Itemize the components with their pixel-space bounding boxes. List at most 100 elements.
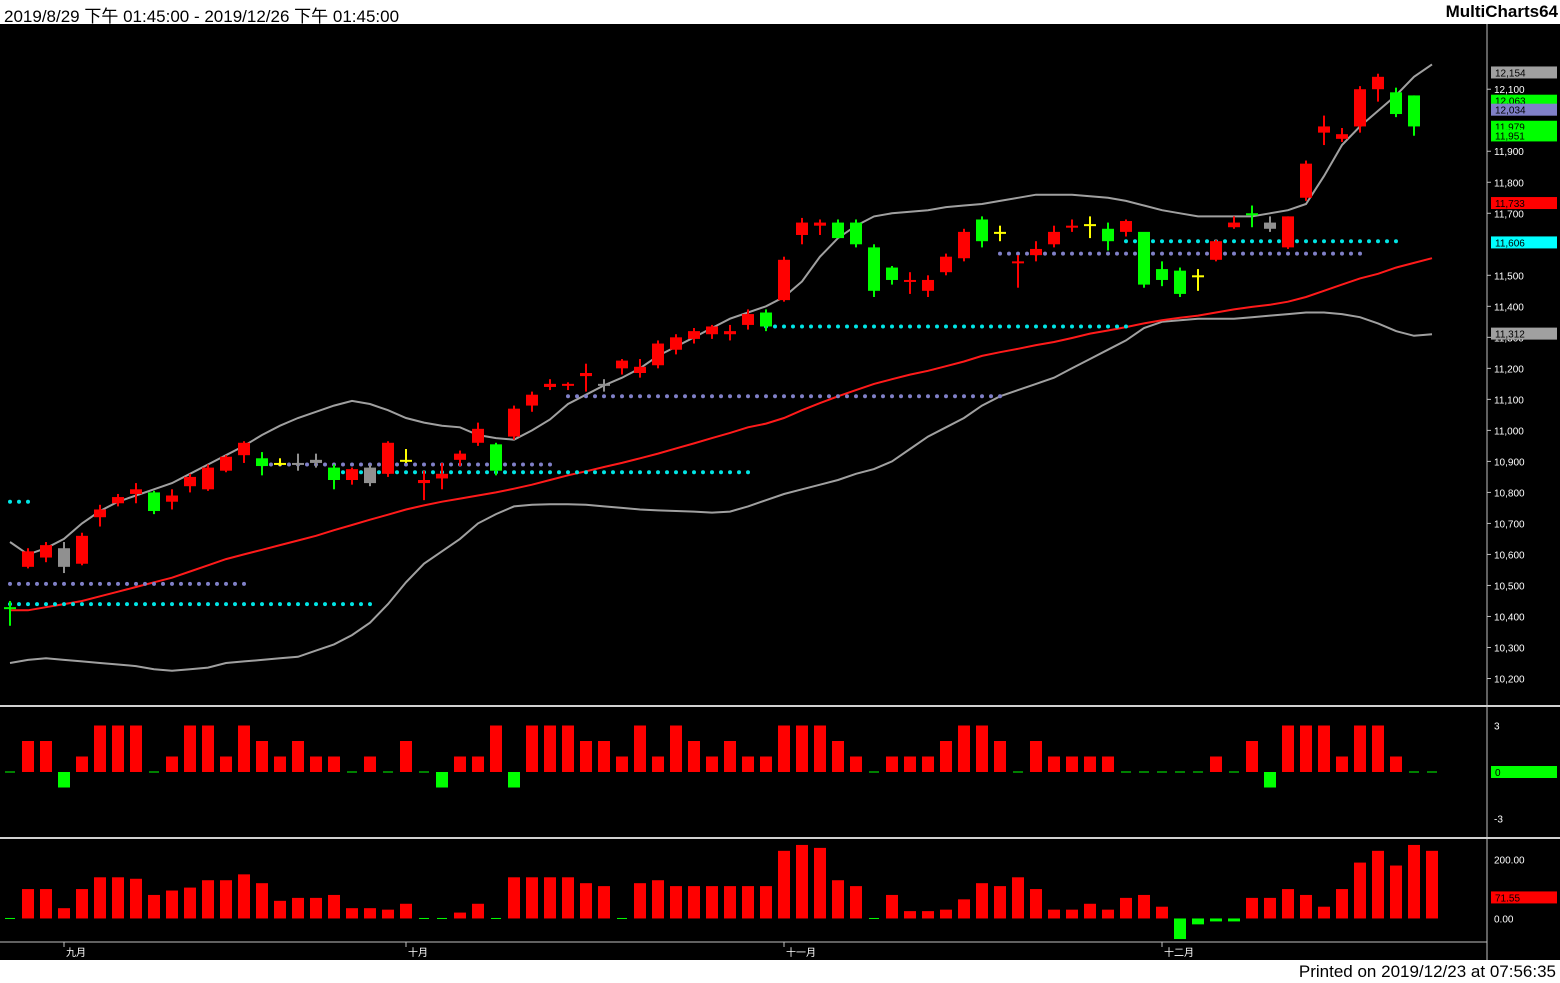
momentum-bar [148,894,160,919]
support-dot [773,394,777,399]
price-tick-label: 12,100 [1494,85,1525,96]
support-dot [179,581,183,586]
support-dot [1241,251,1245,256]
momentum-bar [688,886,700,919]
support-dot [1205,251,1209,256]
support-dot [8,499,12,504]
support-dot [962,394,966,399]
momentum-bar [1390,865,1402,919]
oscillator-tick-label: 3 [1494,722,1500,733]
support-dot [1160,251,1164,256]
momentum-bar [76,889,88,919]
support-dot [647,470,651,475]
support-dot [1133,239,1137,244]
support-dot [1268,239,1272,244]
momentum-bar [1174,918,1186,940]
support-dot [1025,251,1029,256]
support-dot [1124,251,1128,256]
support-dot [458,470,462,475]
support-dot [881,394,885,399]
support-dot [737,470,741,475]
support-dot [1061,251,1065,256]
candle-body [1030,248,1042,256]
oscillator-bar [472,756,484,772]
momentum-bar [1102,909,1114,919]
candle-body [400,459,412,462]
support-dot [1394,239,1398,244]
support-dot [1106,251,1110,256]
price-tick-label: 10,900 [1494,457,1525,468]
support-dot [566,470,570,475]
support-dot [665,470,669,475]
support-dot [746,470,750,475]
candle-body [598,383,610,386]
support-dot [1358,251,1362,256]
price-badge-label: 11,733 [1495,199,1525,210]
momentum-bar [58,908,70,919]
chart-canvas[interactable]: 12,100 11,900 11,800 11,700 11,500 11,400 11,3… [0,24,1560,960]
price-badge [1491,129,1557,142]
support-dot [1187,239,1191,244]
support-dot [1322,239,1326,244]
support-dot [764,394,768,399]
candle-body [310,459,322,463]
price-badge-label: 12,034 [1495,106,1526,117]
support-dot [503,470,507,475]
candle-body [1174,270,1186,294]
price-tick-label: 11,400 [1494,302,1524,313]
momentum-bar [1300,894,1312,919]
support-dot [908,324,912,329]
price-tick-label: 11,500 [1494,271,1524,282]
support-dot [422,462,426,467]
support-dot [548,462,552,467]
support-dot [629,470,633,475]
momentum-pane: 200.00 0.00 71.55 [5,844,1557,940]
support-dot [341,462,345,467]
momentum-bar [40,889,52,919]
support-dot [404,470,408,475]
support-dot [107,581,111,586]
support-dot [872,394,876,399]
price-tick-label: 10,500 [1494,581,1525,592]
oscillator-bar [328,756,340,772]
support-dot [341,470,345,475]
momentum-bar [1246,897,1258,919]
support-dot [8,581,12,586]
oscillator-bar [580,741,592,772]
momentum-bar [994,886,1006,919]
oscillator-bar [1246,741,1258,772]
support-dot [854,324,858,329]
support-dot [692,470,696,475]
support-dot [800,324,804,329]
candle-body [184,476,196,487]
candle-body [1246,213,1258,216]
momentum-bar [508,877,520,919]
support-dot [827,324,831,329]
support-dot [269,462,273,467]
momentum-bar [310,897,322,919]
support-dot [368,602,372,607]
support-dot [215,581,219,586]
support-dot [1016,251,1020,256]
candle-body [940,256,952,273]
support-dot [503,462,507,467]
chart-background [0,24,1560,960]
support-dot [1169,251,1173,256]
support-dot [746,394,750,399]
momentum-bar [1354,862,1366,919]
support-dot [620,470,624,475]
oscillator-bar [184,725,196,772]
support-dot [935,324,939,329]
support-dot [827,394,831,399]
support-dot [89,602,93,607]
candle-body [670,337,682,350]
support-dot [116,602,120,607]
oscillator-bar [1102,756,1114,772]
price-tick-label: 10,800 [1494,488,1525,499]
momentum-bar [670,886,682,919]
support-dot [1070,251,1074,256]
candle-body [1228,222,1240,228]
price-tick-label: 11,900 [1494,147,1524,158]
support-dot [656,394,660,399]
oscillator-bar [760,756,772,772]
